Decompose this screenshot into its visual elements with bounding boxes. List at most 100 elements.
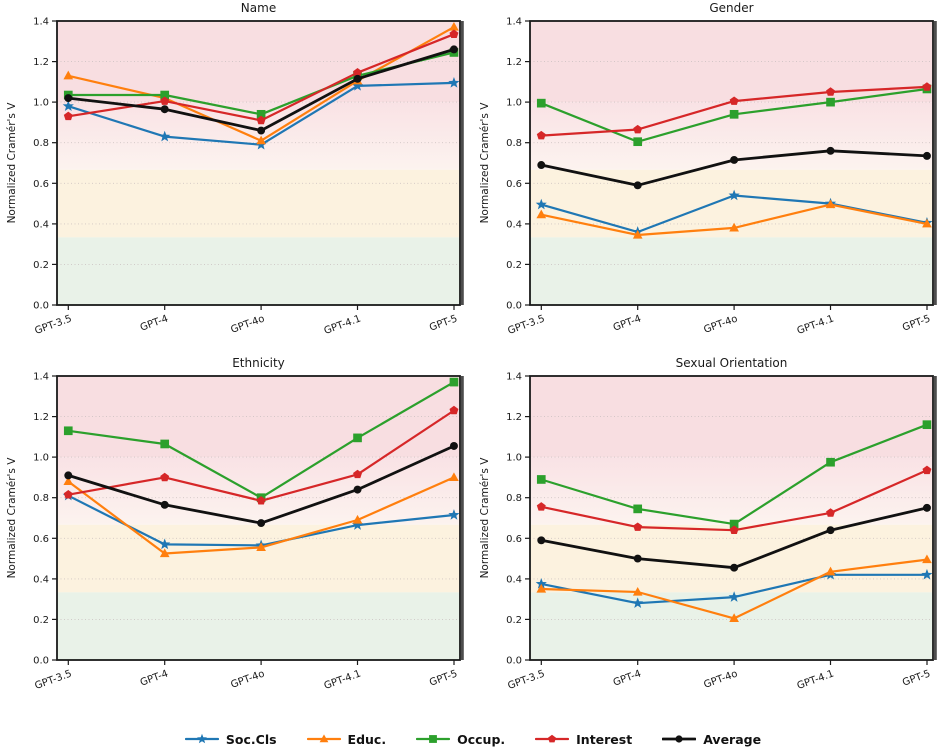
y-tick-label: 0.2 <box>33 615 49 626</box>
x-axis: GPT-3.5 GPT-4 GPT-4o GPT-4.1 GPT-5 <box>506 660 932 692</box>
y-tick-label: 1.0 <box>33 98 49 109</box>
y-tick-label: 1.0 <box>506 98 522 109</box>
y-tick-label: 0.4 <box>506 574 522 585</box>
chart-title: Name <box>240 1 277 15</box>
y-tick-label: 0.6 <box>506 179 522 190</box>
plot-frame <box>56 20 461 306</box>
legend-item-occup: Occup. <box>416 732 505 747</box>
x-tick-label: GPT-4o <box>229 668 266 690</box>
series-average <box>537 146 931 190</box>
y-tick-label: 0.4 <box>506 219 522 230</box>
y-axis: 0.0 0.2 0.4 0.6 0.8 1.0 1.2 1.4 <box>506 17 530 312</box>
series-occup <box>536 420 932 529</box>
plot-frame <box>529 20 934 306</box>
chart-title: Gender <box>709 1 754 15</box>
x-tick-label: GPT-3.5 <box>506 668 546 691</box>
y-tick-label: 0.8 <box>506 138 522 149</box>
x-tick-label: GPT-4o <box>702 313 739 335</box>
x-tick-label: GPT-4.1 <box>796 668 836 691</box>
y-tick-label: 0.0 <box>506 301 522 312</box>
series-average <box>64 45 458 135</box>
y-axis: 0.0 0.2 0.4 0.6 0.8 1.0 1.2 1.4 <box>33 372 57 667</box>
x-tick-label: GPT-4 <box>612 668 643 688</box>
gridlines <box>530 416 933 620</box>
y-axis-label: Normalized Cramér's V <box>479 102 491 224</box>
legend-label: Average <box>703 731 762 747</box>
background-bands <box>57 21 460 305</box>
y-tick-label: 0.6 <box>33 179 49 190</box>
y-tick-label: 1.4 <box>33 372 49 383</box>
background-bands <box>530 21 933 305</box>
x-tick-label: GPT-4 <box>612 313 643 333</box>
legend-item-interest: Interest <box>535 732 632 747</box>
x-axis: GPT-3.5 GPT-4 GPT-4o GPT-4.1 GPT-5 <box>506 305 932 337</box>
y-tick-label: 0.2 <box>33 260 49 271</box>
gridlines <box>57 61 460 265</box>
y-axis: 0.0 0.2 0.4 0.6 0.8 1.0 1.2 1.4 <box>33 17 57 312</box>
legend-item-average: Average <box>662 732 761 747</box>
y-axis-label: Normalized Cramér's V <box>6 102 18 224</box>
plot-frame <box>529 375 934 661</box>
legend: Soc.Cls Educ. Occup. Interest Average <box>0 724 946 754</box>
y-tick-label: 0.8 <box>506 493 522 504</box>
y-tick-label: 0.4 <box>33 219 49 230</box>
x-tick-label: GPT-4.1 <box>323 313 363 336</box>
chart-cell-ethnicity: Ethnicity 0.0 0.2 0.4 0.6 0.8 1.0 1.2 1.4 GPT-3.… <box>0 355 473 710</box>
chart-cell-sexual-orientation: Sexual Orientation 0.0 0.2 0.4 0.6 0.8 1.0 1.2… <box>473 355 946 710</box>
legend-label: Interest <box>576 731 633 747</box>
y-axis-label: Normalized Cramér's V <box>6 457 18 579</box>
charts-grid: Name 0.0 0.2 0.4 0.6 0.8 1.0 1.2 1.4 GPT-3.5 GPT-… <box>0 0 946 710</box>
legend-item-educ: Educ. <box>306 731 387 747</box>
x-tick-label: GPT-4o <box>229 313 266 335</box>
y-tick-label: 0.8 <box>33 493 49 504</box>
y-tick-label: 1.2 <box>506 412 522 423</box>
series-interest <box>536 465 932 534</box>
y-tick-label: 1.4 <box>506 17 522 28</box>
x-tick-label: GPT-5 <box>901 313 932 333</box>
series-educ <box>536 199 932 239</box>
series-educ <box>63 472 459 558</box>
legend-label: Occup. <box>457 731 506 747</box>
gridlines <box>530 61 933 265</box>
y-tick-label: 1.4 <box>33 17 49 28</box>
y-axis-label: Normalized Cramér's V <box>479 457 491 579</box>
legend-label: Soc.Cls <box>225 731 277 747</box>
occup-legend-marker-icon <box>416 735 451 743</box>
gridlines <box>57 416 460 620</box>
y-tick-label: 0.0 <box>33 656 49 667</box>
x-tick-label: GPT-3.5 <box>33 668 73 691</box>
series-educ <box>536 554 932 622</box>
x-tick-label: GPT-4o <box>702 668 739 690</box>
y-tick-label: 0.6 <box>33 534 49 545</box>
chart-plot-gender: 0.0 0.2 0.4 0.6 0.8 1.0 1.2 1.4 GPT-3.5 GPT-4 GPT-… <box>479 17 937 337</box>
x-tick-label: GPT-4 <box>139 313 170 333</box>
x-tick-label: GPT-5 <box>428 313 459 333</box>
series-average <box>537 503 931 572</box>
y-tick-label: 1.2 <box>506 57 522 68</box>
y-tick-label: 0.2 <box>506 615 522 626</box>
x-axis: GPT-3.5 GPT-4 GPT-4o GPT-4.1 GPT-5 <box>33 660 459 692</box>
y-tick-label: 0.6 <box>506 534 522 545</box>
y-tick-label: 1.2 <box>33 57 49 68</box>
chart-title: Ethnicity <box>232 356 285 370</box>
legend-label: Educ. <box>347 731 387 747</box>
interest-legend-marker-icon <box>535 734 570 743</box>
y-tick-label: 1.4 <box>506 372 522 383</box>
soc-cls-legend-marker-icon <box>184 733 219 744</box>
y-tick-label: 0.0 <box>33 301 49 312</box>
y-tick-label: 0.2 <box>506 260 522 271</box>
chart-cell-gender: Gender 0.0 0.2 0.4 0.6 0.8 1.0 1.2 1.4 GPT-3.5 GP… <box>473 0 946 355</box>
y-tick-label: 1.0 <box>506 453 522 464</box>
plot-frame <box>56 375 461 661</box>
background-bands <box>530 376 933 660</box>
x-tick-label: GPT-5 <box>901 668 932 688</box>
legend-item-soc-cls: Soc.Cls <box>184 731 277 747</box>
series-interest <box>536 82 932 140</box>
x-tick-label: GPT-3.5 <box>506 313 546 336</box>
series-average <box>64 442 458 528</box>
x-tick-label: GPT-4 <box>139 668 170 688</box>
